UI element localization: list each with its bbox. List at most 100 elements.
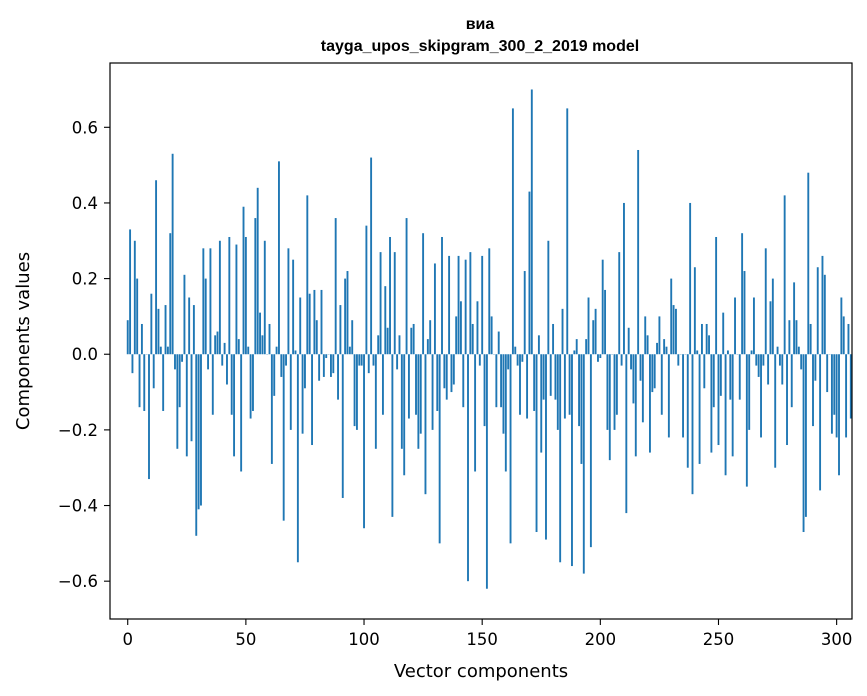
bar (313, 289, 316, 355)
bar (396, 354, 399, 370)
bar (478, 354, 481, 366)
bar (448, 255, 451, 355)
bar (677, 354, 680, 366)
bar (840, 297, 843, 355)
bar (377, 335, 380, 355)
bar (202, 248, 205, 355)
bar (561, 308, 564, 355)
bar (696, 350, 699, 355)
bar (533, 354, 536, 411)
bar (400, 354, 403, 449)
y-tick-label: 0.2 (72, 270, 98, 289)
bar (559, 354, 562, 563)
bar (580, 354, 583, 464)
bar (830, 354, 833, 434)
bar (842, 316, 845, 355)
bar (372, 354, 375, 366)
bar (353, 354, 356, 427)
bar (287, 248, 290, 355)
bar (159, 346, 162, 355)
x-tick-label: 250 (703, 630, 735, 649)
bar (249, 354, 252, 419)
bar (433, 263, 436, 355)
bar (760, 354, 762, 438)
bar (646, 335, 649, 355)
bar (143, 354, 146, 411)
bar (306, 195, 309, 355)
bar (573, 350, 576, 355)
bar (599, 354, 602, 359)
bar (672, 305, 675, 355)
bar (174, 354, 176, 370)
bar (443, 354, 446, 389)
bar (545, 354, 547, 540)
bar (667, 354, 670, 438)
x-tick-label: 150 (466, 630, 498, 649)
bar (613, 354, 616, 430)
bar (346, 271, 349, 355)
bar (367, 354, 370, 374)
bar (606, 354, 609, 430)
bar (637, 149, 640, 355)
bar-series (126, 89, 852, 589)
bar (788, 320, 791, 355)
bar (819, 354, 822, 491)
bar (426, 339, 429, 355)
bar (495, 354, 498, 408)
bar (391, 354, 394, 517)
bar (334, 218, 337, 355)
bar (816, 267, 819, 355)
bar (748, 354, 751, 430)
bar (644, 316, 647, 355)
bar (783, 195, 786, 355)
bar (656, 342, 658, 355)
bar (835, 354, 838, 438)
bar (729, 354, 732, 400)
bar (660, 354, 663, 415)
bar (812, 354, 814, 427)
bar (845, 354, 848, 438)
bar (148, 354, 150, 480)
bar (429, 320, 432, 355)
bar (741, 233, 744, 355)
bar (337, 354, 339, 400)
bar (847, 323, 850, 355)
bar (185, 354, 188, 457)
x-tick-label: 0 (122, 630, 133, 649)
bar (412, 323, 415, 355)
bar (211, 354, 214, 415)
x-tick-label: 100 (348, 630, 380, 649)
bar (157, 308, 160, 355)
bar (752, 297, 755, 355)
bar (226, 354, 228, 385)
bar (592, 320, 595, 355)
bar (462, 354, 465, 408)
bar (738, 354, 741, 400)
bar (207, 354, 210, 370)
bar (743, 271, 746, 355)
bar (578, 354, 581, 427)
bar (422, 233, 425, 355)
bar (464, 259, 467, 355)
bar (627, 327, 630, 355)
bar (769, 301, 772, 355)
bar (275, 346, 278, 355)
bar (365, 225, 368, 355)
axis-ticks: 0 50 100 150 200 250 300 −0.6 −0.4 −0.2 0.0 0.2 0.4 0… (58, 118, 852, 649)
bar (786, 354, 788, 446)
bar (370, 157, 373, 355)
bar (183, 274, 186, 355)
bar (587, 297, 590, 355)
bar (348, 346, 351, 355)
bar (218, 240, 221, 355)
bar (719, 354, 722, 396)
bar (665, 346, 668, 355)
bar (188, 297, 191, 355)
bar (176, 354, 179, 449)
bar (594, 308, 597, 355)
bar (445, 354, 448, 400)
plot-frame (109, 62, 853, 620)
bar (528, 191, 531, 355)
bar (764, 248, 767, 355)
